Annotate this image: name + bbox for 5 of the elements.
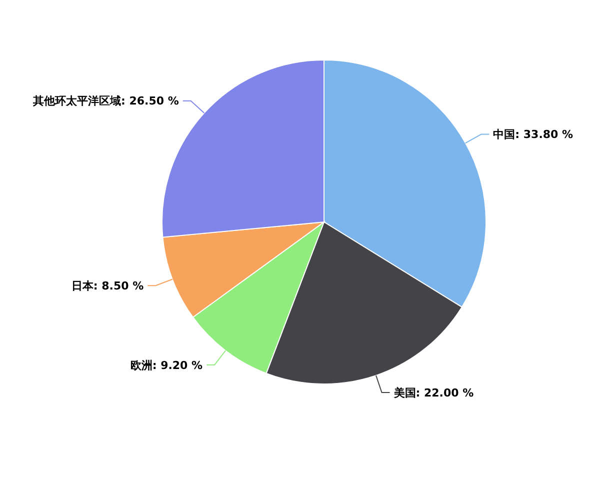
slice-label: 日本: 8.50 % [71, 279, 144, 292]
slice-label: 美国: 22.00 % [392, 386, 474, 400]
slice-label: 中国: 33.80 % [493, 128, 574, 142]
slice-label: 其他环太平洋区域: 26.50 % [32, 94, 179, 108]
slice-label: 欧洲: 9.20 % [130, 358, 203, 372]
